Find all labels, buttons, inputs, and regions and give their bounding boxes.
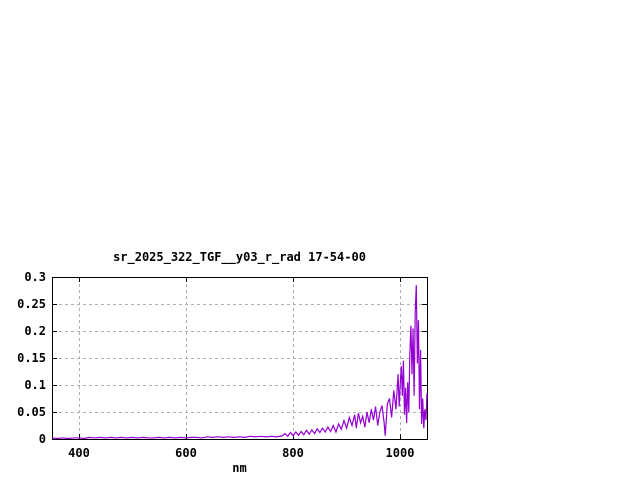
chart-title: sr_2025_322_TGF__y03_r_rad 17-54-00 [113,250,366,264]
y-tick-label: 0.25 [17,297,46,311]
x-axis-title: nm [232,461,247,475]
y-tick-label: 0.3 [24,270,46,284]
y-tick-label: 0.2 [24,324,46,338]
grid-lines [53,278,426,438]
x-tick-label: 800 [282,446,304,460]
data-series-line [51,285,428,440]
y-tick-label: 0 [38,432,46,446]
x-tick-label: 400 [68,446,90,460]
y-tick-label: 0.15 [17,351,46,365]
y-tick-label: 0.05 [17,405,46,419]
x-tick-label: 600 [175,446,197,460]
y-tick-label: 0.1 [24,378,46,392]
x-tick-label: 1000 [385,446,415,460]
